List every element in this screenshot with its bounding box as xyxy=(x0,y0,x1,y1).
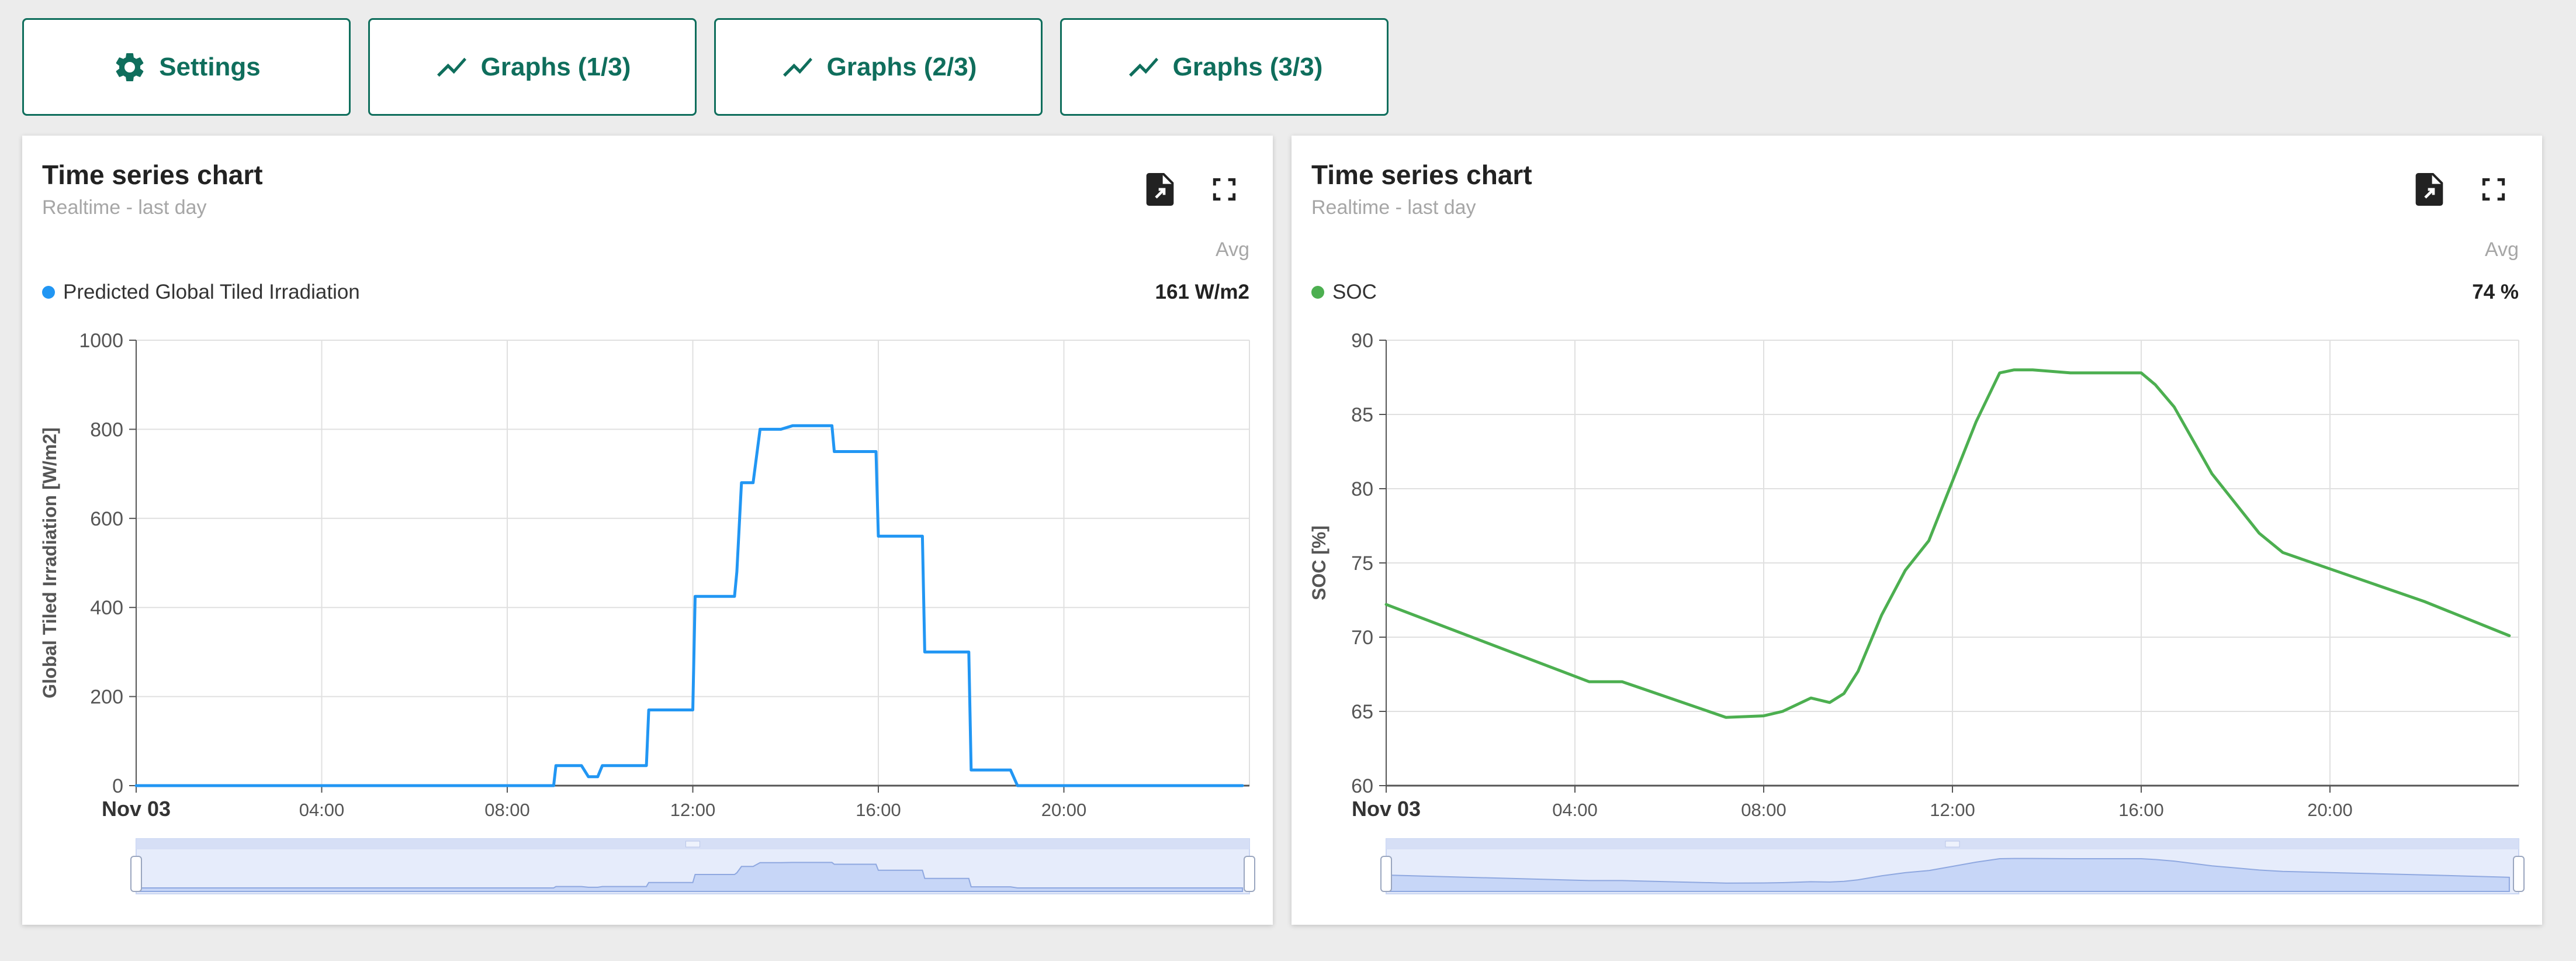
export-file-button[interactable] xyxy=(1144,173,1176,206)
range-slider-grip[interactable] xyxy=(685,841,700,848)
legend-label: SOC xyxy=(1332,281,1377,303)
legend-item[interactable]: SOC xyxy=(1311,281,1377,304)
avg-value: 161 W/m2 xyxy=(1155,281,1249,303)
legend-color-dot xyxy=(42,286,55,299)
y-tick-label: 1000 xyxy=(79,330,123,352)
y-tick-label: 600 xyxy=(90,508,123,530)
x-tick-label: 08:00 xyxy=(484,800,530,820)
x-tick-label: 08:00 xyxy=(1741,800,1786,820)
x-tick-label: 20:00 xyxy=(1041,800,1087,820)
settings-label: Settings xyxy=(159,52,261,81)
x-tick-label: 12:00 xyxy=(1930,800,1975,820)
gear-icon xyxy=(116,53,144,81)
x-tick-label: 12:00 xyxy=(670,800,716,820)
fullscreen-button[interactable] xyxy=(2477,173,2510,206)
export-file-icon xyxy=(2415,173,2443,206)
x-tick-label: Nov 03 xyxy=(1352,797,1421,821)
range-slider-right-handle[interactable] xyxy=(2513,856,2525,892)
y-tick-label: 400 xyxy=(90,597,123,619)
export-file-button[interactable] xyxy=(2413,173,2446,206)
range-slider-grip[interactable] xyxy=(1945,841,1960,848)
graphs-1-button[interactable]: Graphs (1/3) xyxy=(368,18,697,116)
avg-value: 74 % xyxy=(2472,281,2519,303)
y-tick-label: 65 xyxy=(1351,701,1373,723)
range-slider-left-handle[interactable] xyxy=(1380,856,1392,892)
y-tick-label: 800 xyxy=(90,419,123,441)
chart-panel-irradiation: Time series chart Realtime - last day Av… xyxy=(22,136,1273,925)
legend-item[interactable]: Predicted Global Tiled Irradiation xyxy=(42,281,360,304)
range-slider-preview xyxy=(136,862,1244,892)
settings-button[interactable]: Settings xyxy=(22,18,351,116)
fullscreen-button[interactable] xyxy=(1208,173,1241,206)
legend-color-dot xyxy=(1311,286,1324,299)
y-axis-title: Global Tiled Irradiation [W/m2] xyxy=(39,427,60,698)
y-tick-label: 0 xyxy=(112,775,123,797)
series-line[interactable] xyxy=(1384,368,2511,719)
graphs-3-button[interactable]: Graphs (3/3) xyxy=(1060,18,1389,116)
y-tick-label: 90 xyxy=(1351,330,1373,352)
y-tick-label: 85 xyxy=(1351,404,1373,426)
y-tick-label: 60 xyxy=(1351,775,1373,797)
y-tick-label: 80 xyxy=(1351,478,1373,500)
x-tick-label: 16:00 xyxy=(2118,800,2164,820)
y-axis-title: SOC [%] xyxy=(1308,526,1329,600)
toolbar: Settings Graphs (1/3) Graphs (2/3) Graph… xyxy=(22,18,1389,116)
chart-panel-soc: Time series chart Realtime - last day Av… xyxy=(1292,136,2542,925)
irradiation-chart: 0 200 400 600 800 1000 Nov 03 04:00 08:00 12:00 16… xyxy=(39,330,1255,894)
fullscreen-icon xyxy=(2482,178,2505,201)
legend-label: Predicted Global Tiled Irradiation xyxy=(63,281,360,303)
panel-actions xyxy=(2413,173,2510,206)
panel-actions xyxy=(1144,173,1241,206)
soc-chart: 60 65 70 75 80 85 90 Nov 03 04:00 08:00 12:00 16:00… xyxy=(1308,330,2525,894)
range-slider-preview xyxy=(1386,858,2510,892)
y-tick-label: 75 xyxy=(1351,552,1373,575)
panel-title: Time series chart xyxy=(1311,160,1532,190)
export-file-icon xyxy=(1146,173,1174,206)
avg-header: Avg xyxy=(1216,238,1249,261)
graphs-1-label: Graphs (1/3) xyxy=(480,52,631,81)
range-slider-right-handle[interactable] xyxy=(1244,856,1255,892)
panel-subtitle: Realtime - last day xyxy=(42,196,207,219)
x-tick-label: 04:00 xyxy=(299,800,345,820)
series-line[interactable] xyxy=(134,424,1244,787)
avg-header: Avg xyxy=(2485,238,2519,261)
panel-subtitle: Realtime - last day xyxy=(1311,196,1476,219)
graphs-2-label: Graphs (2/3) xyxy=(826,52,977,81)
x-tick-label: 04:00 xyxy=(1552,800,1598,820)
fullscreen-icon xyxy=(1213,178,1236,201)
graphs-3-label: Graphs (3/3) xyxy=(1172,52,1323,81)
x-tick-label: 20:00 xyxy=(2307,800,2353,820)
x-tick-label: Nov 03 xyxy=(102,797,171,821)
y-tick-label: 70 xyxy=(1351,627,1373,649)
trend-icon xyxy=(1128,57,1158,77)
x-tick-label: 16:00 xyxy=(856,800,901,820)
panel-title: Time series chart xyxy=(42,160,263,190)
trend-icon xyxy=(783,57,812,77)
graphs-2-button[interactable]: Graphs (2/3) xyxy=(714,18,1043,116)
y-tick-label: 200 xyxy=(90,686,123,708)
range-slider-left-handle[interactable] xyxy=(130,856,142,892)
trend-icon xyxy=(437,57,466,77)
